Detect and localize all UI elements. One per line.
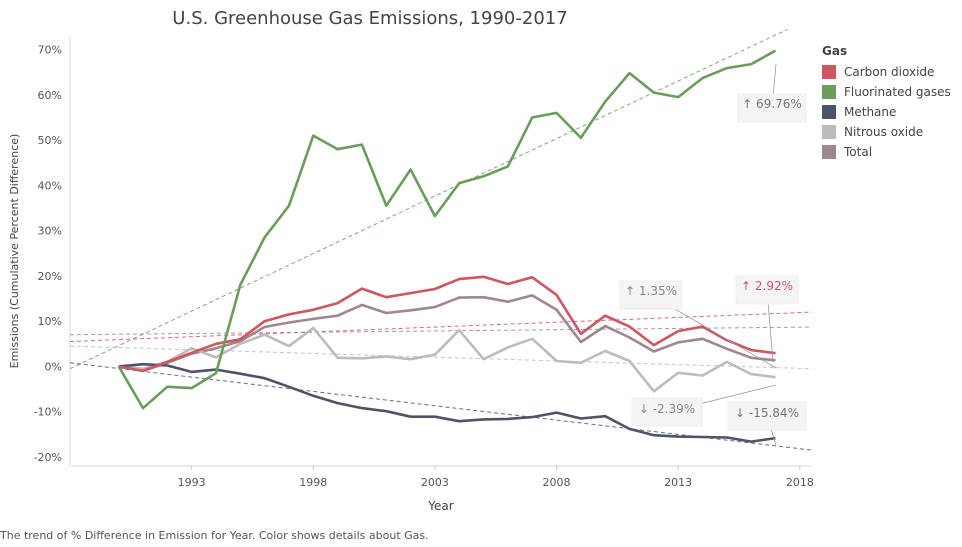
- y-tick-label: 10%: [38, 315, 62, 328]
- caption: The trend of % Difference in Emission fo…: [0, 529, 429, 542]
- legend-title: Gas: [822, 44, 848, 58]
- x-tick-label: 1998: [299, 476, 327, 489]
- legend-item-fluorinated-gases[interactable]: Fluorinated gases: [822, 82, 951, 102]
- y-tick-label: 50%: [38, 134, 62, 147]
- annotation-box: [727, 401, 807, 431]
- legend-label: Methane: [844, 105, 897, 119]
- x-tick-label: 2018: [786, 476, 814, 489]
- annotation-label: ↓ -2.39%: [639, 402, 695, 416]
- trend-line: [70, 345, 812, 370]
- series-line-methane: [118, 362, 776, 443]
- annotation-box: [737, 93, 807, 123]
- series-line-carbon-dioxide: [118, 275, 776, 373]
- legend-swatch: [822, 85, 836, 99]
- legend-label: Total: [844, 145, 873, 159]
- y-tick-label: 40%: [38, 179, 62, 192]
- x-tick-label: 1993: [178, 476, 206, 489]
- y-tick-label: 70%: [38, 44, 62, 57]
- annotation-label: ↓ -15.84%: [735, 406, 799, 420]
- annotation-box: [631, 397, 703, 427]
- legend-label: Nitrous oxide: [844, 125, 924, 139]
- annotation-box: [735, 275, 799, 305]
- legend-swatch: [822, 105, 836, 119]
- legend-label: Carbon dioxide: [844, 65, 935, 79]
- x-tick-label: 2013: [664, 476, 692, 489]
- legend-item-total[interactable]: Total: [822, 142, 951, 162]
- y-axis-title: Emissions (Cumulative Percent Difference…: [8, 134, 21, 369]
- annotation-label: ↑ 2.92%: [741, 279, 793, 293]
- y-tick-label: -20%: [34, 451, 62, 464]
- x-axis-title: Year: [427, 499, 453, 513]
- legend-item-carbon-dioxide[interactable]: Carbon dioxide: [822, 62, 951, 82]
- series-line-fluorinated-gases: [117, 49, 777, 410]
- annotation-label: ↑ 1.35%: [625, 284, 677, 298]
- y-tick-label: 20%: [38, 270, 62, 283]
- series-line-total: [118, 294, 776, 373]
- legend-swatch: [822, 125, 836, 139]
- y-tick-label: 60%: [38, 89, 62, 102]
- legend-item-nitrous-oxide[interactable]: Nitrous oxide: [822, 122, 951, 142]
- series-line-nitrous-oxide: [118, 326, 776, 393]
- annotation-label: ↑ 69.76%: [742, 97, 802, 111]
- legend-swatch: [822, 65, 836, 79]
- legend-swatch: [822, 145, 836, 159]
- legend-label: Fluorinated gases: [844, 85, 951, 99]
- legend-item-methane[interactable]: Methane: [822, 102, 951, 122]
- y-tick-label: 0%: [45, 360, 62, 373]
- annotation-box: [619, 280, 683, 310]
- y-tick-label: -10%: [34, 406, 62, 419]
- x-tick-label: 2008: [543, 476, 571, 489]
- chart-title: U.S. Greenhouse Gas Emissions, 1990-2017: [172, 8, 568, 29]
- x-tick-label: 2003: [421, 476, 449, 489]
- y-tick-label: 30%: [38, 225, 62, 238]
- trend-line: [70, 362, 812, 451]
- legend: Gas Carbon dioxide Fluorinated gases Met…: [822, 44, 951, 162]
- trend-line: [70, 28, 788, 370]
